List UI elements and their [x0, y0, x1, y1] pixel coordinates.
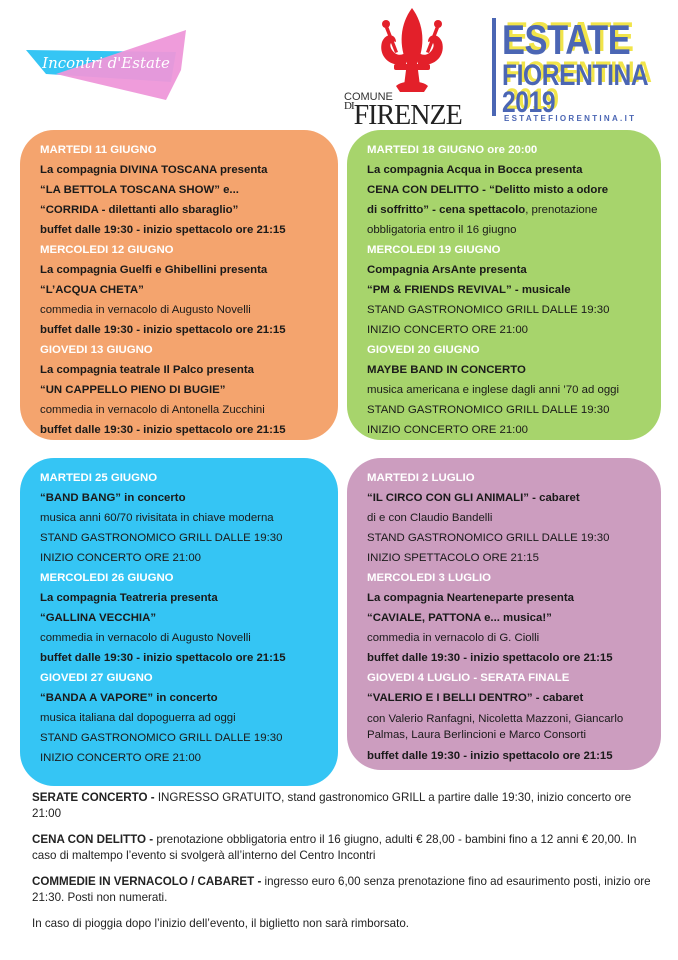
event-line: obbligatoria entro il 16 giugno	[367, 224, 517, 236]
program-box-11-13-giugno: MARTEDI 11 GIUGNO La compagnia DIVINA TOS…	[20, 130, 338, 440]
event-line: di e con Claudio Bandelli	[367, 512, 493, 524]
event-line: MAYBE BAND IN CONCERTO	[367, 364, 526, 376]
estate-fiorentina-logo: ESTATE FIORENTINA 2019 ESTATEFIORENTINA.…	[492, 14, 662, 124]
event-line: INIZIO CONCERTO ORE 21:00	[40, 552, 201, 564]
event-line: musica americana e inglese dagli anni ’7…	[367, 384, 620, 396]
event-line: commedia in vernacolo di G. Ciolli	[367, 632, 540, 644]
program-box-25-27-giugno: MARTEDI 25 GIUGNO “BAND BANG” in concerto…	[20, 458, 338, 786]
event-line: La compagnia Acqua in Bocca presenta	[367, 164, 583, 176]
logo-text: Incontri d'Estate	[42, 54, 170, 72]
event-line: STAND GASTRONOMICO GRILL DALLE 19:30	[367, 404, 610, 416]
event-line: buffet dalle 19:30 - inizio spettacolo o…	[40, 652, 286, 664]
event-line: La compagnia teatrale Il Palco presenta	[40, 364, 254, 376]
footer-note: COMMEDIE IN VERNACOLO / CABARET - ingres…	[32, 875, 651, 904]
event-date: GIOVEDI 13 GIUGNO	[40, 344, 153, 356]
event-line: “PM & FRIENDS REVIVAL” - musicale	[367, 284, 571, 296]
website-label: ESTATEFIORENTINA.IT	[504, 114, 637, 123]
event-date: MERCOLEDI 19 GIUGNO	[367, 244, 501, 256]
event-line: La compagnia DIVINA TOSCANA presenta	[40, 164, 268, 176]
event-line: INIZIO CONCERTO ORE 21:00	[367, 424, 528, 436]
firenze-label: DIFIRENZE	[344, 100, 463, 131]
event-line: musica anni 60/70 rivisitata in chiave m…	[40, 512, 274, 524]
footer-notes: SERATE CONCERTO - INGRESSO GRATUITO, sta…	[32, 790, 654, 942]
event-line: “IL CIRCO CON GLI ANIMALI” - cabaret	[367, 492, 580, 504]
event-line: commedia in vernacolo di Augusto Novelli	[40, 304, 251, 316]
event-line: buffet dalle 19:30 - inizio spettacolo o…	[40, 324, 286, 336]
event-date: GIOVEDI 27 GIUGNO	[40, 672, 153, 684]
event-date: GIOVEDI 4 LUGLIO - SERATA FINALE	[367, 672, 570, 684]
event-line: STAND GASTRONOMICO GRILL DALLE 19:30	[367, 304, 610, 316]
event-line: INIZIO CONCERTO ORE 21:00	[40, 752, 201, 764]
event-line: CENA CON DELITTO - “Delitto misto a odor…	[367, 184, 609, 196]
event-line: buffet dalle 19:30 - inizio spettacolo o…	[40, 424, 286, 436]
event-line: INIZIO CONCERTO ORE 21:00	[367, 324, 528, 336]
event-line: con Valerio Ranfagni, Nicoletta Mazzoni,…	[367, 713, 624, 741]
event-line: “GALLINA VECCHIA”	[40, 612, 157, 624]
event-line: “VALERIO E I BELLI DENTRO” - cabaret	[367, 692, 584, 704]
event-line: La compagnia Guelfi e Ghibellini present…	[40, 264, 268, 276]
event-line: commedia in vernacolo di Augusto Novelli	[40, 632, 251, 644]
event-date: MARTEDI 25 GIUGNO	[40, 472, 158, 484]
event-date: MARTEDI 2 LUGLIO	[367, 472, 475, 484]
event-line: “BANDA A VAPORE” in concerto	[40, 692, 218, 704]
event-date: MARTEDI 11 GIUGNO	[40, 144, 157, 156]
event-line: INIZIO SPETTACOLO ORE 21:15	[367, 552, 539, 564]
footer-note: SERATE CONCERTO - INGRESSO GRATUITO, sta…	[32, 791, 632, 820]
event-line: “L’ACQUA CHETA”	[40, 284, 144, 296]
event-line: commedia in vernacolo di Antonella Zucch…	[40, 404, 265, 416]
footer-note: In caso di pioggia dopo l’inizio dell’ev…	[32, 917, 410, 930]
event-line: Compagnia ArsAnte presenta	[367, 264, 527, 276]
event-line: buffet dalle 19:30 - inizio spettacolo o…	[367, 652, 613, 664]
event-line: “CORRIDA - dilettanti allo sbaraglio”	[40, 204, 239, 216]
fleur-de-lis-icon	[381, 8, 443, 92]
event-line: STAND GASTRONOMICO GRILL DALLE 19:30	[40, 732, 283, 744]
event-line: “UN CAPPELLO PIENO DI BUGIE”	[40, 384, 226, 396]
program-box-18-20-giugno: MARTEDI 18 GIUGNO ore 20:00 La compagnia …	[347, 130, 661, 440]
event-line: “BAND BANG” in concerto	[40, 492, 186, 504]
event-line: STAND GASTRONOMICO GRILL DALLE 19:30	[40, 532, 283, 544]
event-date: MERCOLEDI 26 GIUGNO	[40, 572, 174, 584]
event-date: MERCOLEDI 3 LUGLIO	[367, 572, 492, 584]
event-date: GIOVEDI 20 GIUGNO	[367, 344, 480, 356]
program-box-2-4-luglio: MARTEDI 2 LUGLIO “IL CIRCO CON GLI ANIMAL…	[347, 458, 661, 770]
event-date: MARTEDI 18 GIUGNO ore 20:00	[367, 144, 538, 156]
event-line: musica italiana dal dopoguerra ad oggi	[40, 712, 236, 724]
event-line: buffet dalle 19:30 - inizio spettacolo o…	[40, 224, 286, 236]
event-line: La compagnia Teatreria presenta	[40, 592, 218, 604]
incontri-destate-logo: Incontri d'Estate	[26, 30, 186, 102]
footer-note: CENA CON DELITTO - prenotazione obbligat…	[32, 833, 637, 862]
comune-di-firenze-logo	[340, 6, 485, 126]
event-line: buffet dalle 19:30 - inizio spettacolo o…	[367, 750, 613, 762]
event-line: La compagnia Nearteneparte presenta	[367, 592, 575, 604]
event-line: STAND GASTRONOMICO GRILL DALLE 19:30	[367, 532, 610, 544]
event-line: di soffritto” - cena spettacolo, prenota…	[367, 204, 598, 216]
event-line: “CAVIALE, PATTONA e... musica!”	[367, 612, 552, 624]
event-date: MERCOLEDI 12 GIUGNO	[40, 244, 174, 256]
comune-label: COMUNE	[344, 91, 393, 103]
event-line: “LA BETTOLA TOSCANA SHOW” e...	[40, 184, 239, 196]
header: Incontri d'Estate COMUNE DIFIRENZE ESTAT…	[0, 0, 678, 131]
